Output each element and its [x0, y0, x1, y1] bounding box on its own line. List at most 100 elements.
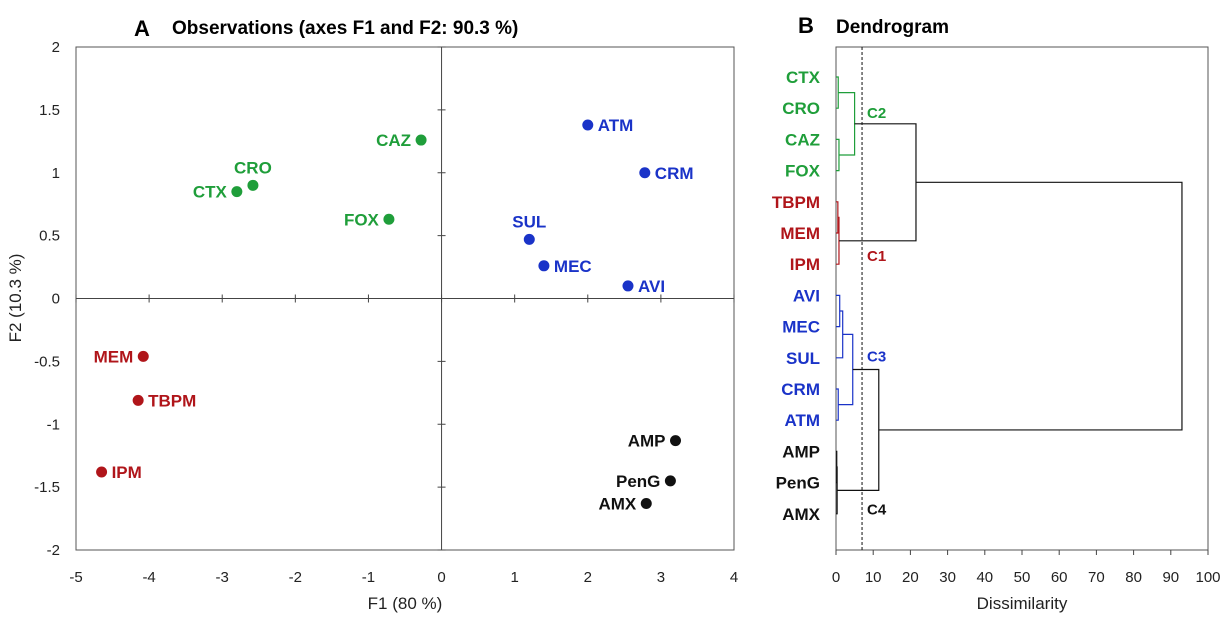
scatter-point-label: AMX — [598, 494, 636, 513]
x-tick-label: 4 — [730, 569, 738, 586]
y-tick-label: 0 — [52, 291, 60, 308]
scatter-point-label: CTX — [193, 183, 228, 202]
dendrogram-x-axis-title: Dissimilarity — [977, 594, 1068, 613]
dendrogram-leaf-label: ATM — [784, 411, 820, 430]
dendrogram-leaf-label: AMX — [782, 505, 820, 524]
cluster-label: C2 — [867, 105, 886, 122]
dendrogram-link — [838, 123, 917, 242]
x-tick-label: 40 — [976, 569, 993, 586]
x-tick-label: 10 — [865, 569, 882, 586]
dendrogram-link — [837, 368, 880, 491]
scatter-point-label: AMP — [628, 432, 666, 451]
y-tick-label: 2 — [52, 39, 60, 56]
x-tick-label: 0 — [437, 569, 445, 586]
dendrogram-link — [838, 333, 854, 406]
dendrogram-leaf-label: FOX — [785, 162, 821, 181]
scatter-point-fox — [383, 213, 395, 225]
x-tick-label: -5 — [69, 569, 82, 586]
dendrogram-leaf-label: PenG — [776, 474, 820, 493]
scatter-point-ipm — [96, 466, 108, 478]
dendrogram-leaf-label: SUL — [786, 349, 820, 368]
x-tick-label: 70 — [1088, 569, 1105, 586]
dendrogram-link — [878, 181, 1183, 431]
scatter-point-label: AVI — [638, 277, 665, 296]
scatter-point-label: TBPM — [148, 391, 196, 410]
x-tick-label: 0 — [832, 569, 840, 586]
scatter-point-amp — [670, 435, 682, 447]
dendrogram-title: Dendrogram — [836, 17, 949, 38]
x-tick-label: 1 — [510, 569, 518, 586]
scatter-point-avi — [622, 280, 634, 292]
scatter-points: CTX CRO CAZ FOX ATM CRM SUL MEC AVI MEM TBPM IPM AMP… — [94, 116, 694, 514]
x-tick-label: 2 — [584, 569, 592, 586]
scatter-point-label: CRO — [234, 158, 272, 177]
x-tick-label: 100 — [1195, 569, 1220, 586]
dendrogram-ticks: 0 10 20 30 40 50 60 70 80 90 100 — [832, 550, 1221, 586]
scatter-title: Observations (axes F1 and F2: 90.3 %) — [172, 18, 518, 39]
scatter-point-label: SUL — [512, 212, 546, 231]
scatter-x-axis-title: F1 (80 %) — [368, 594, 443, 613]
y-tick-label: 1 — [52, 165, 60, 182]
x-tick-label: 3 — [657, 569, 665, 586]
dendrogram-link — [836, 294, 841, 328]
x-tick-label: -1 — [362, 569, 375, 586]
x-tick-label: 80 — [1125, 569, 1142, 586]
y-tick-label: 1.5 — [39, 102, 60, 119]
scatter-point-ctx — [231, 186, 243, 198]
dendrogram-leaf-label: CTX — [786, 68, 821, 87]
x-tick-label: 30 — [939, 569, 956, 586]
scatter-point-label: MEM — [94, 347, 134, 366]
dendrogram-leaf-labels: CTX CRO CAZ FOX TBPM MEM IPM AVI MEC SUL CRM ATM AMP… — [772, 68, 821, 524]
dendrogram-leaf-label: MEM — [780, 224, 820, 243]
scatter-point-label: FOX — [344, 210, 380, 229]
scatter-point-label: IPM — [112, 463, 142, 482]
dendrogram-leaf-label: TBPM — [772, 193, 820, 212]
y-tick-label: -2 — [47, 542, 60, 559]
dendrogram-leaf-label: AMP — [782, 442, 820, 461]
x-tick-label: -3 — [216, 569, 229, 586]
x-tick-label: -4 — [142, 569, 155, 586]
dendrogram-panel: B Dendrogram 0 10 20 30 40 50 60 70 80 90 100 CTXC… — [772, 13, 1221, 613]
scatter-point-mec — [538, 260, 550, 272]
y-tick-label: -1 — [47, 416, 60, 433]
scatter-point-mem — [137, 350, 149, 362]
scatter-point-label: ATM — [598, 116, 634, 135]
dendrogram-leaf-label: CAZ — [785, 130, 820, 149]
panel-b-letter: B — [798, 13, 814, 38]
cluster-label: C4 — [867, 501, 887, 518]
y-tick-label: -0.5 — [34, 353, 60, 370]
scatter-panel: A Observations (axes F1 and F2: 90.3 %) … — [6, 16, 738, 613]
dendrogram-cluster-labels: C2 C1 C3 C4 — [867, 105, 887, 519]
x-tick-label: 50 — [1014, 569, 1031, 586]
cluster-label: C3 — [867, 349, 886, 366]
scatter-point-atm — [582, 119, 594, 131]
x-tick-label: 90 — [1162, 569, 1179, 586]
dendrogram-leaf-label: MEC — [782, 318, 820, 337]
x-tick-label: -2 — [289, 569, 302, 586]
scatter-y-axis-title: F2 (10.3 %) — [6, 254, 25, 343]
scatter-point-cro — [247, 179, 259, 191]
scatter-point-label: MEC — [554, 257, 592, 276]
scatter-ticks: -5 -4 -3 -2 -1 0 1 2 3 4 -2 -1.5 -1 -0.5 0 0.5 1 1.5 2 — [34, 39, 738, 586]
y-tick-label: -1.5 — [34, 479, 60, 496]
scatter-point-label: CAZ — [376, 131, 411, 150]
scatter-point-sul — [523, 233, 535, 245]
dendrogram-link — [838, 92, 856, 156]
scatter-point-label: PenG — [616, 472, 660, 491]
scatter-point-caz — [415, 134, 427, 146]
scatter-point-tbpm — [132, 394, 144, 406]
dendrogram-tree — [836, 47, 1183, 550]
scatter-point-crm — [639, 167, 651, 179]
scatter-point-amx — [640, 497, 652, 509]
dendrogram-leaf-label: CRO — [782, 99, 820, 118]
x-tick-label: 60 — [1051, 569, 1068, 586]
cluster-label: C1 — [867, 248, 886, 265]
dendrogram-leaf-label: AVI — [793, 286, 820, 305]
y-tick-label: 0.5 — [39, 228, 60, 245]
scatter-point-label: CRM — [655, 164, 694, 183]
panel-a-letter: A — [134, 16, 150, 41]
dendrogram-plot-frame — [835, 46, 1209, 551]
dendrogram-leaf-label: IPM — [790, 255, 820, 274]
scatter-point-peng — [664, 475, 676, 487]
